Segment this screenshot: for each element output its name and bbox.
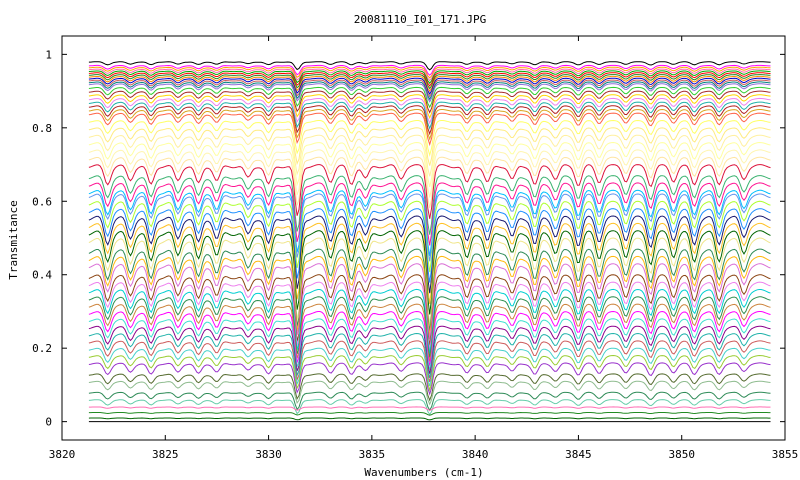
spectrum-series-line <box>88 340 771 383</box>
spectrum-series-line <box>88 215 771 294</box>
spectrum-series-line <box>88 263 771 340</box>
spectrum-series-line <box>88 97 771 125</box>
spectrum-series-line <box>88 108 771 141</box>
spectrum-series-line <box>88 417 771 421</box>
spectrum-series-line <box>88 77 771 95</box>
spectrum-series-line <box>88 74 771 90</box>
spectrum-series-line <box>88 94 771 120</box>
spectrum-series-line <box>88 237 771 326</box>
spectrum-series-line <box>88 79 771 98</box>
spectrum-series-line <box>88 182 771 246</box>
y-tick-label: 0.8 <box>32 122 52 135</box>
spectrum-series-line <box>88 189 771 257</box>
spectrum-series-line <box>88 156 771 209</box>
y-axis-label: Transmitance <box>7 200 20 279</box>
y-tick-label: 0.6 <box>32 195 52 208</box>
x-tick-label: 3850 <box>668 448 695 461</box>
spectrum-series-line <box>88 318 771 370</box>
x-tick-label: 3845 <box>565 448 592 461</box>
spectrum-series-line <box>88 373 771 402</box>
y-tick-label: 0.2 <box>32 342 52 355</box>
spectrum-series-line <box>88 119 771 157</box>
spectrum-series-line <box>88 101 771 130</box>
spectrum-series-line <box>88 72 771 87</box>
spectrum-series-line <box>88 288 771 354</box>
spectrum-series-line <box>88 406 771 411</box>
spectrum-series-line <box>88 230 771 315</box>
spectrum-series-line <box>88 325 771 374</box>
spectrum-series-line <box>88 193 771 262</box>
x-tick-label: 3820 <box>49 448 76 461</box>
y-tick-label: 1 <box>45 48 52 61</box>
spectrum-series-line <box>88 112 771 147</box>
spectrum-series-line <box>88 208 771 283</box>
spectrum-series-line <box>88 61 771 71</box>
spectrum-series-line <box>88 354 771 392</box>
spectrum-series-line <box>88 303 771 362</box>
spectrum-series-line <box>88 64 771 76</box>
spectrum-series-line <box>88 200 771 273</box>
spectrum-series-line <box>88 70 771 85</box>
spectrum-series-line <box>88 332 771 379</box>
chart-title: 20081110_I01_171.JPG <box>354 13 486 26</box>
spectrum-series-line <box>88 274 771 346</box>
spectrum-series-line <box>88 83 771 103</box>
spectrum-series-line <box>88 134 771 177</box>
spectrum-series-line <box>88 127 771 166</box>
x-tick-label: 3840 <box>462 448 489 461</box>
x-tick-label: 3825 <box>152 448 179 461</box>
spectrum-series-line <box>88 411 771 416</box>
spectrum-series-line <box>88 81 771 101</box>
spectrum-series-line <box>88 281 771 350</box>
spectrum-series-line <box>88 66 771 79</box>
spectrum-series-line <box>88 399 771 416</box>
y-tick-label: 0 <box>45 416 52 429</box>
spectrum-series-line <box>88 310 771 366</box>
x-tick-label: 3835 <box>359 448 386 461</box>
spectrum-series-line <box>88 149 771 198</box>
x-axis-label: Wavenumbers (cm-1) <box>364 466 483 479</box>
spectrum-series-line <box>88 175 771 235</box>
spectrum-series-line <box>88 362 771 396</box>
spectrum-series-line <box>88 255 771 336</box>
spectrum-series-line <box>88 75 771 93</box>
spectrum-series-line <box>88 68 771 82</box>
tick-layer: 3820 3825 3830 3835 3840 3845 3850 3855 0 0.2 0.4 0… <box>32 36 798 461</box>
spectrum-series-line <box>88 105 771 136</box>
spectrum-series-line <box>88 296 771 358</box>
x-tick-label: 3830 <box>255 448 282 461</box>
spectrum-series-line <box>88 222 771 304</box>
series-layer <box>88 61 771 423</box>
x-tick-label: 3855 <box>772 448 799 461</box>
spectrum-series-line <box>88 164 771 219</box>
spectrum-series-line <box>88 380 771 406</box>
spectrum-series-line <box>88 141 771 188</box>
spectrum-series-line <box>88 90 771 114</box>
spectrum-series-line <box>88 86 771 109</box>
plot-frame <box>61 35 786 441</box>
y-tick-label: 0.4 <box>32 269 52 282</box>
spectrum-series-line <box>88 347 771 387</box>
